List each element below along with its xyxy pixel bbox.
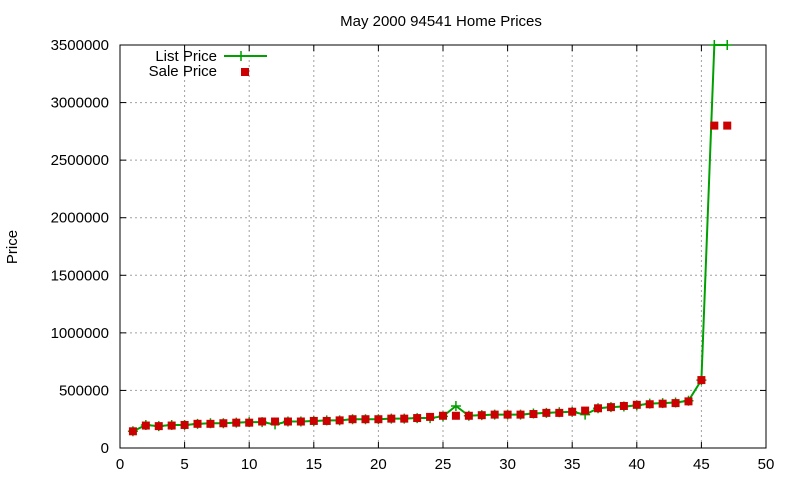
sale-price-point (335, 416, 344, 425)
x-tick-label: 20 (370, 456, 387, 473)
sale-price-point (322, 416, 331, 425)
sale-price-point (439, 411, 447, 420)
sale-price-point (128, 427, 137, 436)
sale-price-point (167, 421, 176, 430)
sale-price-point (632, 400, 641, 409)
x-tick-label: 0 (116, 456, 124, 473)
sale-price-point (219, 419, 228, 428)
sale-price-point (361, 415, 370, 424)
sale-price-point (710, 121, 719, 130)
sale-price-point (684, 397, 693, 406)
sale-price-point (283, 417, 292, 426)
series-sale-price (128, 121, 732, 436)
x-tick-label: 5 (180, 456, 188, 473)
sale-price-point (387, 414, 396, 423)
sale-price-point (464, 411, 473, 420)
sale-price-point (671, 399, 680, 408)
legend-marker-sale-price (241, 68, 249, 76)
list-price-point (709, 40, 720, 50)
y-tick-label: 500000 (59, 382, 109, 399)
axis-ticks (119, 44, 767, 449)
sale-price-point (232, 418, 241, 427)
sale-price-point (348, 415, 357, 424)
sale-price-point (490, 410, 499, 419)
list-price-point (450, 400, 461, 411)
sale-price-point (503, 410, 512, 419)
sale-price-point (413, 414, 422, 423)
y-tick-label: 2500000 (51, 152, 109, 169)
sale-price-point (581, 406, 590, 415)
sale-price-point (245, 418, 254, 427)
sale-price-point (154, 422, 163, 431)
sale-price-point (645, 400, 654, 409)
x-tick-label: 40 (628, 456, 645, 473)
y-tick-label: 1000000 (51, 325, 109, 342)
sale-price-point (542, 408, 551, 417)
x-tick-labels: 0 5 10 15 20 25 30 35 40 45 50 (116, 456, 775, 473)
sale-price-point (658, 399, 667, 408)
sale-price-point (206, 419, 215, 428)
sale-price-point (180, 420, 189, 429)
sale-price-point (193, 419, 202, 428)
y-axis-label: Price (4, 230, 21, 264)
x-tick-label: 30 (499, 456, 516, 473)
sale-price-point (400, 414, 409, 423)
sale-price-point (516, 410, 525, 419)
legend-marker-list-price (236, 51, 246, 61)
sale-price-point (296, 417, 305, 426)
sale-price-point (697, 376, 706, 385)
x-tick-label: 15 (305, 456, 322, 473)
x-tick-label: 45 (693, 456, 710, 473)
sale-price-point (529, 410, 538, 419)
x-tick-label: 10 (241, 456, 258, 473)
sale-price-point (555, 408, 564, 417)
legend: List Price Sale Price (149, 48, 267, 80)
sale-price-point (258, 417, 267, 426)
legend-label-list-price: List Price (155, 48, 217, 65)
sale-price-point (309, 416, 318, 425)
y-tick-label: 0 (101, 440, 109, 457)
y-tick-labels: 0 500000 1000000 1500000 2000000 2500000 30000… (51, 37, 109, 457)
sale-price-point (594, 404, 603, 413)
sale-price-point (568, 407, 577, 416)
sale-price-point (141, 421, 150, 430)
x-tick-label: 35 (564, 456, 581, 473)
sale-price-point (477, 411, 486, 420)
legend-label-sale-price: Sale Price (149, 63, 217, 80)
y-tick-label: 3500000 (51, 37, 109, 54)
sale-price-point (606, 403, 615, 412)
y-tick-label: 2000000 (51, 210, 109, 227)
chart-title: May 2000 94541 Home Prices (340, 13, 542, 30)
y-tick-label: 3000000 (51, 95, 109, 112)
sale-price-point (374, 415, 383, 424)
x-tick-label: 25 (435, 456, 452, 473)
sale-price-point (271, 417, 280, 426)
list-price-point (722, 40, 733, 50)
sale-price-point (619, 401, 628, 410)
y-tick-label: 1500000 (51, 267, 109, 284)
x-tick-label: 50 (758, 456, 775, 473)
sale-price-point (451, 411, 460, 420)
sale-price-point (723, 121, 732, 130)
sale-price-point (426, 412, 435, 421)
